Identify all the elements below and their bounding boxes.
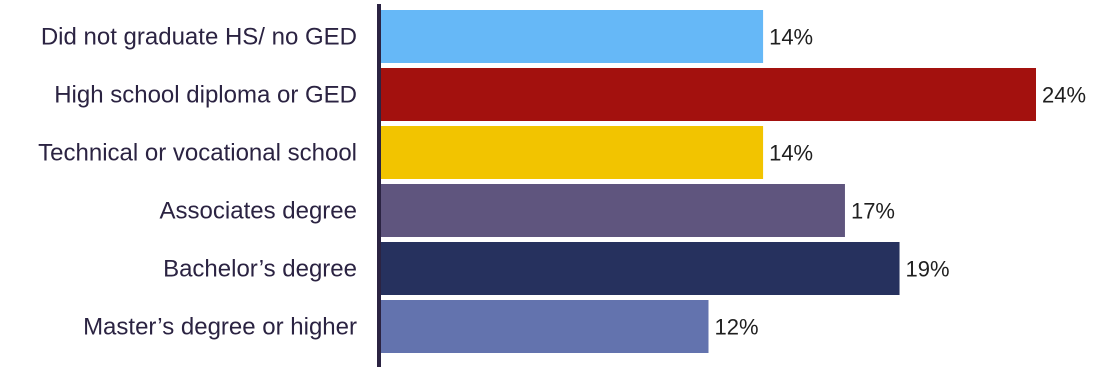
value-label-2: 24% xyxy=(1042,83,1086,108)
category-label-6: Master’s degree or higher xyxy=(83,314,357,341)
bar-3 xyxy=(381,126,764,179)
bar-6 xyxy=(381,300,709,353)
category-label-5: Bachelor’s degree xyxy=(163,256,357,283)
bar-5 xyxy=(381,242,900,295)
category-label-2: High school diploma or GED xyxy=(54,82,357,109)
bars-layer xyxy=(381,10,1036,353)
bar-4 xyxy=(381,184,845,237)
value-label-1: 14% xyxy=(769,25,813,50)
value-label-3: 14% xyxy=(769,141,813,166)
category-label-4: Associates degree xyxy=(160,198,357,225)
labels-layer: Did not graduate HS/ no GED 14% High schoo… xyxy=(38,24,1086,341)
value-label-5: 19% xyxy=(906,257,950,282)
bar-2 xyxy=(381,68,1036,121)
category-label-3: Technical or vocational school xyxy=(38,140,357,167)
bar-1 xyxy=(381,10,764,63)
value-label-6: 12% xyxy=(715,315,759,340)
category-label-1: Did not graduate HS/ no GED xyxy=(41,24,357,51)
value-label-4: 17% xyxy=(851,199,895,224)
